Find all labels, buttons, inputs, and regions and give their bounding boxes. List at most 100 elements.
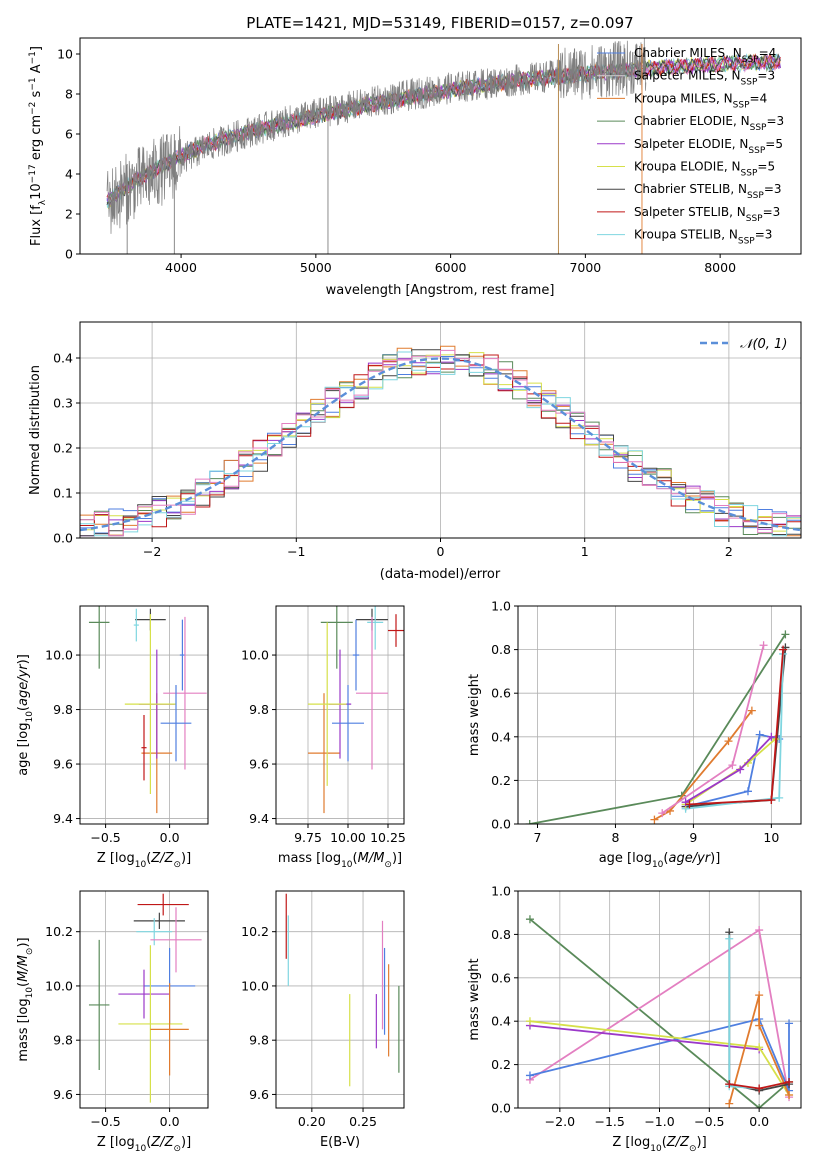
label-part: λ [38, 199, 48, 205]
axes-frame [517, 890, 802, 1109]
label-part: Z [log [97, 851, 135, 866]
weight-marker [755, 1043, 764, 1052]
x-tick-label: −1.0 [644, 1114, 674, 1129]
weight-marker [725, 1099, 734, 1108]
x-tick-label: −2.0 [545, 1114, 575, 1129]
axes-residuals: −2 −1 0 1 2 0.0 0.1 0.2 0.3 0.4 (data-model)/error… [28, 321, 802, 582]
plot-area [88, 893, 202, 1103]
y-tick-label: 0.8 [491, 642, 511, 657]
axes-massweight_vs_Z: −2.0 −1.5 −1.0 −0.5 0.0 0.0 0.2 0.4 0.6 0.8 1.0 Z [… [467, 884, 802, 1154]
axes-mass_vs_EBV: 0.20 0.25 9.6 9.8 10.0 10.2 E(B-V) [241, 890, 405, 1150]
label-part: )] [710, 851, 720, 866]
y-tick-label: 1.0 [491, 599, 511, 614]
label-part: −17 [28, 164, 38, 183]
label-part: SSP [747, 191, 764, 201]
legend-entry: Kroupa STELIB, NSSP=3 [634, 228, 772, 247]
label-part: ⊙ [25, 948, 35, 956]
y-axis-label: mass [log10(M/M⊙)] [16, 937, 35, 1061]
y-tick-label: 10 [57, 47, 73, 62]
label-part: Chabrier ELODIE, N [634, 114, 750, 128]
label-part: age [log [599, 851, 652, 866]
y-axis-label: age [log10(age/yr)] [16, 654, 35, 776]
label-part: 10 [25, 711, 35, 723]
x-tick-label: −1 [287, 544, 305, 559]
x-axis-label: Z [log10(Z/Z⊙)] [612, 1135, 706, 1154]
weight-marker [685, 800, 694, 809]
figure-title: PLATE=1421, MJD=53149, FIBERID=0157, z=0… [246, 14, 633, 32]
label-part: ( [146, 1135, 151, 1150]
y-tick-label: 6 [65, 127, 73, 142]
y-tick-label: 10.0 [45, 648, 73, 663]
weight-series [689, 649, 784, 806]
x-tick-label: 9 [689, 830, 697, 845]
x-tick-label: 1 [581, 544, 589, 559]
weight-series [529, 1024, 760, 1051]
x-tick-label: 10.00 [330, 830, 366, 845]
plot-area [106, 38, 781, 254]
axes-frame [79, 321, 802, 539]
label-part: Kroupa MILES, N [634, 91, 733, 105]
label-part: )] [16, 937, 31, 947]
y-tick-label: 8 [65, 87, 73, 102]
label-part: )] [16, 654, 31, 664]
y-tick-label: 9.6 [249, 757, 269, 772]
label-part: ( [663, 851, 668, 866]
label-part: s [29, 90, 44, 101]
weight-marker [658, 809, 667, 818]
label-part: =3 [764, 182, 782, 196]
label-part: Z [log [612, 1135, 650, 1150]
weight-marker [767, 732, 776, 741]
label-part: mass [log [278, 851, 341, 866]
y-tick-label: 4 [65, 167, 73, 182]
y-tick-label: 9.8 [53, 702, 73, 717]
y-axis-label: Flux [fλ10−17 erg cm−2 s−1 A−1] [28, 46, 48, 246]
y-tick-label: 0.2 [491, 1057, 511, 1072]
label-part: =4 [750, 91, 768, 105]
label-part: 10 [650, 1144, 662, 1154]
y-tick-label: 9.4 [53, 811, 73, 826]
label-part: M/M [358, 851, 385, 866]
label-part: Kroupa STELIB, N [634, 228, 738, 242]
label-part: 10 [25, 987, 35, 999]
label-part: M/M [16, 955, 31, 982]
weight-marker [725, 1080, 734, 1089]
y-tick-label: 0.3 [53, 396, 73, 411]
label-part: erg cm [29, 115, 44, 164]
x-axis-label: age [log10(age/yr)] [599, 851, 721, 870]
weight-marker [775, 793, 784, 802]
y-tick-label: 0.6 [491, 686, 511, 701]
plot-area [525, 630, 790, 824]
weight-series [685, 647, 787, 808]
x-tick-label: −0.5 [90, 830, 120, 845]
axes-age_vs_mass: 9.75 10.00 10.25 9.4 9.6 9.8 10.0 mass [log10(M… [241, 605, 406, 870]
weight-marker [650, 815, 659, 824]
x-tick-label: 9.75 [294, 830, 322, 845]
y-tick-label: 2 [65, 207, 73, 222]
label-part: SSP [748, 146, 765, 156]
label-part: =5 [757, 160, 775, 174]
x-axis-label: Z [log10(Z/Z⊙)] [97, 1135, 191, 1154]
y-tick-label: 10.2 [241, 924, 269, 939]
y-tick-label: 0.0 [491, 1101, 511, 1116]
x-tick-label: 8000 [704, 260, 736, 275]
legend-entry: 𝒩(0, 1) [740, 337, 787, 352]
y-tick-label: 9.8 [249, 1033, 269, 1048]
y-tick-label: 0.8 [491, 927, 511, 942]
weight-marker [525, 1071, 534, 1080]
label-part: )] [697, 1135, 707, 1150]
x-tick-label: 10 [763, 830, 779, 845]
x-tick-label: 7 [534, 830, 542, 845]
label-part: SSP [746, 214, 763, 224]
label-part: Z/Z [150, 1135, 174, 1150]
label-part: Salpeter MILES, N [634, 69, 741, 83]
axes-mass_vs_Z: −0.5 0.09.69.810.010.2Z [log10(Z/Z⊙)]mass… [16, 890, 209, 1154]
label-part: ⊙ [384, 860, 392, 870]
x-tick-label: 0.25 [349, 1114, 377, 1129]
label-part: ( [353, 851, 358, 866]
label-part: A [29, 64, 44, 77]
y-tick-label: 9.6 [53, 757, 73, 772]
label-part: Z/Z [150, 851, 174, 866]
x-axis-label: wavelength [Angstrom, rest frame] [326, 283, 555, 298]
weight-marker [785, 1090, 794, 1099]
label-part: 10 [135, 1144, 147, 1154]
